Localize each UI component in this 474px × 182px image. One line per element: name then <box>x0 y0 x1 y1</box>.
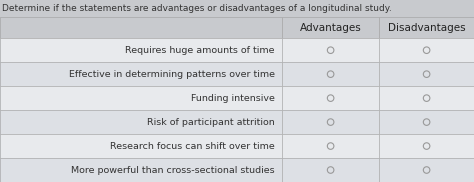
Text: Disadvantages: Disadvantages <box>388 23 465 33</box>
Bar <box>282 158 379 182</box>
Bar <box>0 0 474 17</box>
Bar <box>0 17 282 38</box>
Bar <box>0 86 282 110</box>
Bar <box>0 134 282 158</box>
Bar <box>0 110 282 134</box>
Text: Effective in determining patterns over time: Effective in determining patterns over t… <box>69 70 275 79</box>
Bar <box>282 134 379 158</box>
Bar <box>379 17 474 38</box>
Text: More powerful than cross-sectional studies: More powerful than cross-sectional studi… <box>71 165 275 175</box>
Bar <box>282 17 379 38</box>
Bar <box>379 110 474 134</box>
Bar <box>282 110 379 134</box>
Bar <box>379 38 474 62</box>
Bar <box>0 38 282 62</box>
Text: Risk of participant attrition: Risk of participant attrition <box>147 118 275 127</box>
Bar <box>0 158 282 182</box>
Bar <box>379 62 474 86</box>
Text: Requires huge amounts of time: Requires huge amounts of time <box>126 46 275 55</box>
Bar <box>282 38 379 62</box>
Bar <box>379 86 474 110</box>
Bar <box>0 62 282 86</box>
Bar <box>379 158 474 182</box>
Bar <box>379 134 474 158</box>
Text: Funding intensive: Funding intensive <box>191 94 275 103</box>
Bar <box>282 62 379 86</box>
Bar <box>282 86 379 110</box>
Text: Advantages: Advantages <box>300 23 362 33</box>
Text: Determine if the statements are advantages or disadvantages of a longitudinal st: Determine if the statements are advantag… <box>2 4 392 13</box>
Text: Research focus can shift over time: Research focus can shift over time <box>110 142 275 151</box>
